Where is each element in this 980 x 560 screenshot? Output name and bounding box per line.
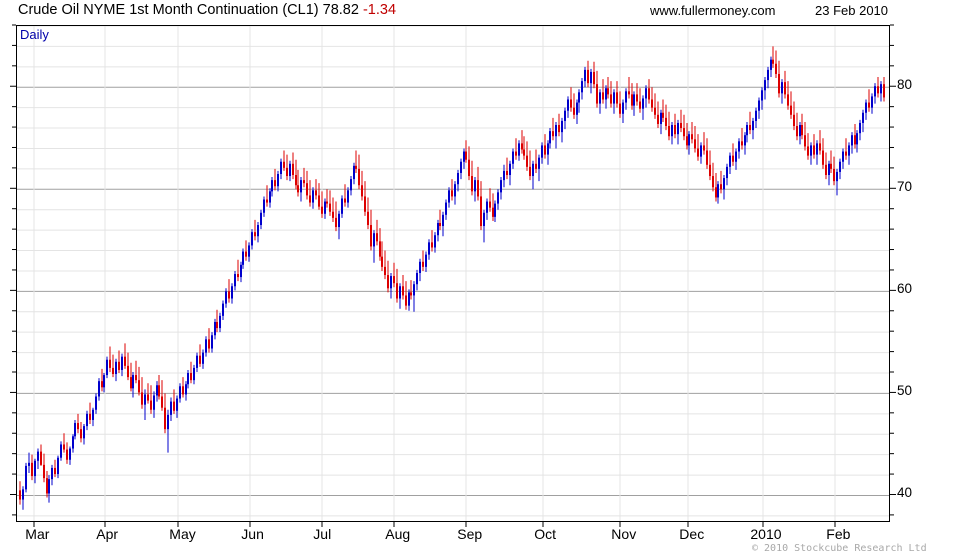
source-url[interactable]: www.fullermoney.com [650, 3, 776, 18]
x-axis-tick-oct: Oct [534, 526, 557, 542]
timeframe-label: Daily [20, 27, 49, 42]
gridlines-vertical [33, 26, 836, 521]
y-axis-tick-60: 60 [897, 281, 913, 297]
x-axis-tick-aug: Aug [385, 526, 411, 542]
y-axis-tick-70: 70 [897, 179, 913, 195]
candlestick-svg [17, 26, 889, 521]
price-chart-plot[interactable] [16, 25, 890, 522]
x-axis-tick-may: May [169, 526, 196, 542]
x-axis-tick-nov: Nov [611, 526, 637, 542]
x-axis-tick-apr: Apr [96, 526, 119, 542]
price-change: -1.34 [362, 2, 397, 18]
gridlines-minor [17, 26, 889, 517]
y-axis-tick-40: 40 [897, 485, 913, 501]
candlestick-series [19, 46, 885, 510]
y-axis-tick-50: 50 [897, 383, 913, 399]
copyright-notice: © 2010 Stockcube Research Ltd [752, 543, 927, 554]
chart-header: Crude Oil NYME 1st Month Continuation (C… [0, 0, 980, 22]
x-axis-tick-mar: Mar [25, 526, 50, 542]
x-axis-tick-jun: Jun [241, 526, 264, 542]
instrument-title-text: Crude Oil NYME 1st Month Continuation (C… [18, 2, 359, 18]
chart-date: 23 Feb 2010 [815, 3, 889, 18]
x-axis-tick-dec: Dec [679, 526, 705, 542]
y-axis-tick-80: 80 [897, 77, 913, 93]
x-axis-tick-feb: Feb [826, 526, 851, 542]
x-axis-tick-sep: Sep [457, 526, 483, 542]
x-axis-tick-jul: Jul [313, 526, 332, 542]
instrument-title: Crude Oil NYME 1st Month Continuation (C… [18, 2, 396, 18]
x-axis-tick-2010: 2010 [750, 526, 782, 542]
